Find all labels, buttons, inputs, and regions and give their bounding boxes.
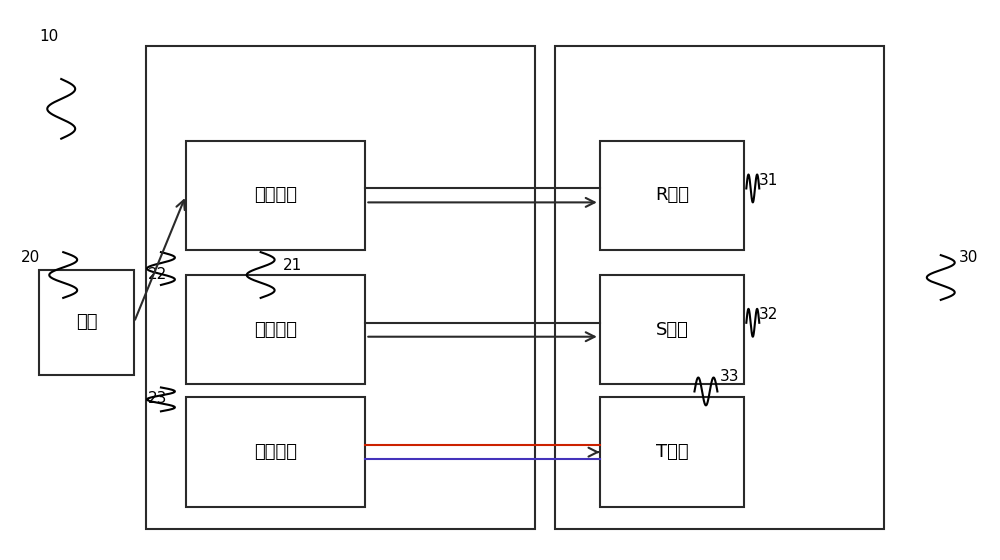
Text: 存储芯片: 存储芯片 bbox=[254, 321, 297, 339]
Bar bbox=[186, 275, 365, 385]
Text: 22: 22 bbox=[148, 267, 167, 282]
Text: 30: 30 bbox=[959, 250, 978, 265]
Text: 匹配电阻: 匹配电阻 bbox=[254, 186, 297, 204]
Text: 10: 10 bbox=[39, 29, 59, 44]
Text: 23: 23 bbox=[148, 391, 167, 407]
Bar bbox=[600, 275, 744, 385]
Text: 32: 32 bbox=[759, 307, 779, 323]
Text: T接口: T接口 bbox=[656, 443, 688, 461]
Text: 33: 33 bbox=[719, 370, 739, 385]
Text: 测温芯片: 测温芯片 bbox=[254, 443, 297, 461]
Bar bbox=[186, 141, 365, 250]
Bar bbox=[186, 398, 365, 507]
Bar bbox=[555, 46, 884, 529]
Bar bbox=[146, 46, 535, 529]
Text: 探头: 探头 bbox=[76, 313, 97, 332]
Bar bbox=[39, 270, 134, 375]
Text: R接口: R接口 bbox=[655, 186, 689, 204]
Bar bbox=[600, 141, 744, 250]
Text: 20: 20 bbox=[21, 250, 41, 265]
Text: S接口: S接口 bbox=[656, 321, 688, 339]
Text: 21: 21 bbox=[283, 258, 302, 273]
Bar bbox=[600, 398, 744, 507]
Text: 31: 31 bbox=[759, 173, 779, 188]
